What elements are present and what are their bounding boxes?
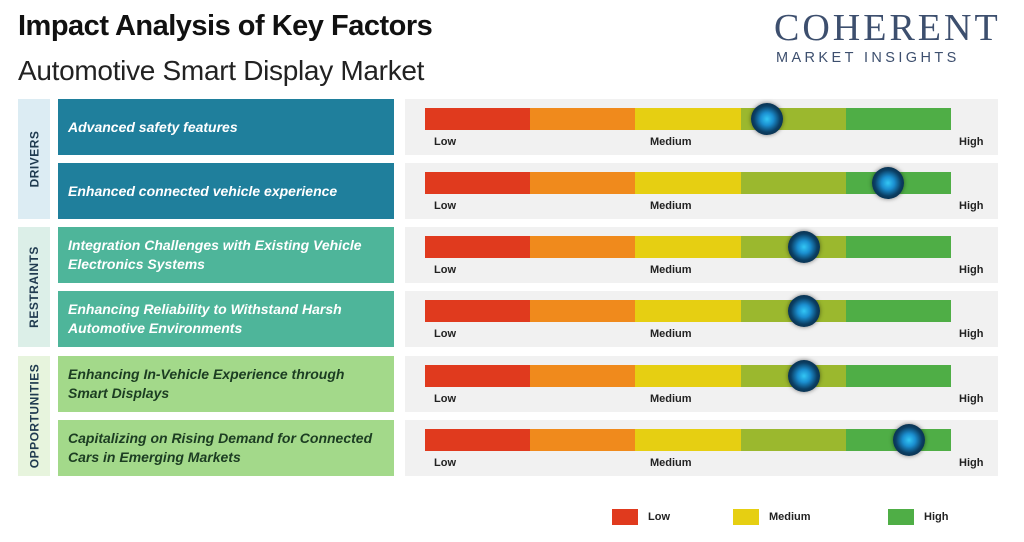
meter-segment-3 (635, 429, 741, 451)
meter-segment-1 (425, 108, 531, 130)
meter-segment-2 (530, 300, 636, 322)
meter-segment-5 (845, 365, 952, 387)
factor-label: Integration Challenges with Existing Veh… (58, 227, 394, 283)
meter-segment-1 (425, 429, 531, 451)
logo-tagline: MARKET INSIGHTS (776, 50, 960, 66)
meter-segment-3 (635, 108, 741, 130)
scale-label-high: High (959, 136, 984, 148)
group-label-restraints: RESTRAINTS (18, 227, 50, 347)
scale-label-low: Low (434, 264, 456, 276)
impact-meter-bar (425, 429, 952, 451)
legend-label: High (924, 511, 949, 523)
factor-label: Capitalizing on Rising Demand for Connec… (58, 420, 394, 476)
scale-label-low: Low (434, 457, 456, 469)
impact-meter-bar (425, 108, 952, 130)
impact-indicator (787, 231, 820, 263)
meter-segment-3 (635, 365, 741, 387)
scale-label-high: High (959, 328, 984, 340)
factor-label: Enhancing In-Vehicle Experience through … (58, 356, 394, 412)
legend-swatch (888, 509, 914, 525)
meter-segment-4 (740, 172, 846, 194)
impact-indicator (787, 295, 820, 327)
impact-indicator (892, 424, 925, 456)
legend-item-medium: Medium (733, 509, 811, 525)
scale-label-medium: Medium (650, 136, 692, 148)
scale-label-high: High (959, 393, 984, 405)
impact-indicator (871, 167, 904, 199)
meter-segment-2 (530, 172, 636, 194)
impact-meter-bar (425, 236, 952, 258)
scale-label-high: High (959, 457, 984, 469)
legend-item-high: High (888, 509, 948, 525)
factor-label: Enhanced connected vehicle experience (58, 163, 394, 219)
meter-segment-1 (425, 236, 531, 258)
company-logo: COHERENT MARKET INSIGHTS (760, 6, 1020, 68)
impact-meter-bar (425, 365, 952, 387)
impact-indicator (787, 360, 820, 392)
meter-segment-2 (530, 108, 636, 130)
scale-label-medium: Medium (650, 457, 692, 469)
scale-label-high: High (959, 200, 984, 212)
meter-segment-1 (425, 172, 531, 194)
legend-label: Medium (769, 511, 811, 523)
scale-label-low: Low (434, 200, 456, 212)
group-label-text: OPPORTUNITIES (27, 363, 42, 469)
meter-segment-2 (530, 365, 636, 387)
meter-segment-2 (530, 429, 636, 451)
impact-meter-bar (425, 300, 952, 322)
factor-label: Advanced safety features (58, 99, 394, 155)
impact-indicator (750, 103, 783, 135)
legend-item-low: Low (612, 509, 670, 525)
scale-label-low: Low (434, 136, 456, 148)
page-title: Impact Analysis of Key Factors (18, 10, 433, 42)
scale-label-medium: Medium (650, 200, 692, 212)
factor-label: Enhancing Reliability to Withstand Harsh… (58, 291, 394, 347)
legend-swatch (733, 509, 759, 525)
scale-label-low: Low (434, 328, 456, 340)
group-label-opportunities: OPPORTUNITIES (18, 356, 50, 476)
meter-segment-2 (530, 236, 636, 258)
group-label-drivers: DRIVERS (18, 99, 50, 219)
group-label-text: DRIVERS (27, 130, 41, 188)
legend-swatch (612, 509, 638, 525)
scale-label-medium: Medium (650, 328, 692, 340)
impact-meter-bar (425, 172, 952, 194)
meter-segment-4 (740, 429, 846, 451)
meter-segment-3 (635, 172, 741, 194)
scale-label-medium: Medium (650, 393, 692, 405)
meter-segment-3 (635, 300, 741, 322)
legend-label: Low (648, 511, 670, 523)
meter-segment-5 (845, 108, 952, 130)
meter-segment-5 (845, 300, 952, 322)
page-subtitle: Automotive Smart Display Market (18, 55, 425, 86)
meter-segment-5 (845, 236, 952, 258)
meter-segment-1 (425, 300, 531, 322)
logo-wordmark: COHERENT (774, 7, 1001, 49)
meter-segment-3 (635, 236, 741, 258)
meter-segment-1 (425, 365, 531, 387)
scale-label-medium: Medium (650, 264, 692, 276)
scale-label-high: High (959, 264, 984, 276)
group-label-text: RESTRAINTS (27, 246, 42, 328)
scale-label-low: Low (434, 393, 456, 405)
